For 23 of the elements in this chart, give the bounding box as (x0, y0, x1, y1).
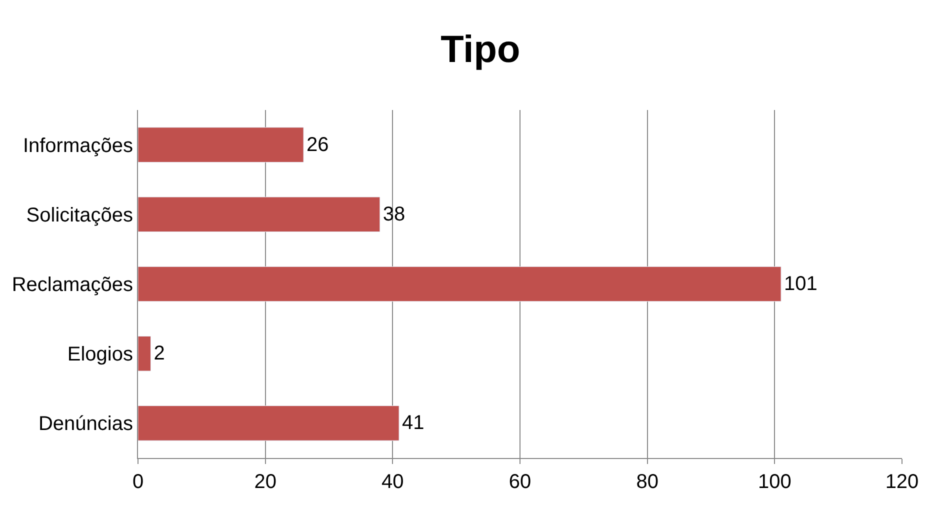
y-tick-label: Reclamações (12, 274, 133, 296)
y-tick-label: Informações (22, 134, 133, 157)
y-tick-label: Elogios (67, 344, 133, 366)
chart-title: Tipo (440, 29, 520, 72)
data-label: 2 (154, 342, 165, 365)
x-tick-label: 40 (382, 471, 404, 493)
x-tick-label: 20 (254, 471, 276, 493)
y-tick-label: Denúncias (38, 413, 133, 436)
x-tick-label: 60 (508, 471, 532, 493)
data-label: 41 (402, 412, 424, 434)
bar (138, 196, 380, 232)
bar (138, 406, 400, 441)
x-tick-label: 120 (885, 471, 919, 493)
bar (138, 266, 782, 302)
x-tick-label: 80 (636, 471, 658, 493)
x-tick-label: 0 (132, 471, 144, 493)
data-label: 38 (382, 203, 406, 226)
x-tick-label: 100 (758, 471, 792, 493)
bar (138, 336, 151, 372)
y-tick-label: Solicitações (26, 204, 133, 226)
data-label: 26 (306, 134, 329, 156)
bar (138, 127, 304, 162)
data-label: 101 (784, 273, 818, 295)
